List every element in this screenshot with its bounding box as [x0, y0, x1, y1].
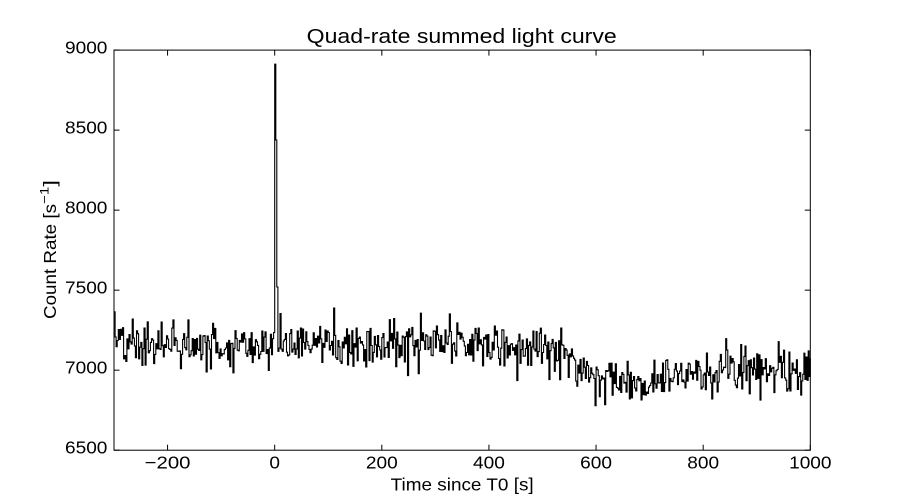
svg-text:9000: 9000 — [65, 38, 108, 58]
svg-text:7500: 7500 — [65, 278, 108, 298]
svg-text:200: 200 — [366, 453, 398, 473]
svg-text:Quad-rate summed light curve: Quad-rate summed light curve — [307, 26, 617, 48]
svg-text:Time since T0 [s]: Time since T0 [s] — [391, 475, 534, 495]
svg-text:7000: 7000 — [65, 358, 108, 378]
svg-text:1000: 1000 — [789, 453, 832, 473]
svg-text:Count Rate [s−1]: Count Rate [s−1] — [38, 180, 61, 319]
svg-text:800: 800 — [687, 453, 719, 473]
svg-text:400: 400 — [473, 453, 505, 473]
svg-text:8000: 8000 — [65, 198, 108, 218]
svg-text:600: 600 — [580, 453, 612, 473]
svg-text:−200: −200 — [145, 453, 191, 473]
svg-text:8500: 8500 — [65, 118, 108, 138]
svg-text:0: 0 — [269, 453, 280, 473]
svg-text:6500: 6500 — [65, 438, 108, 458]
